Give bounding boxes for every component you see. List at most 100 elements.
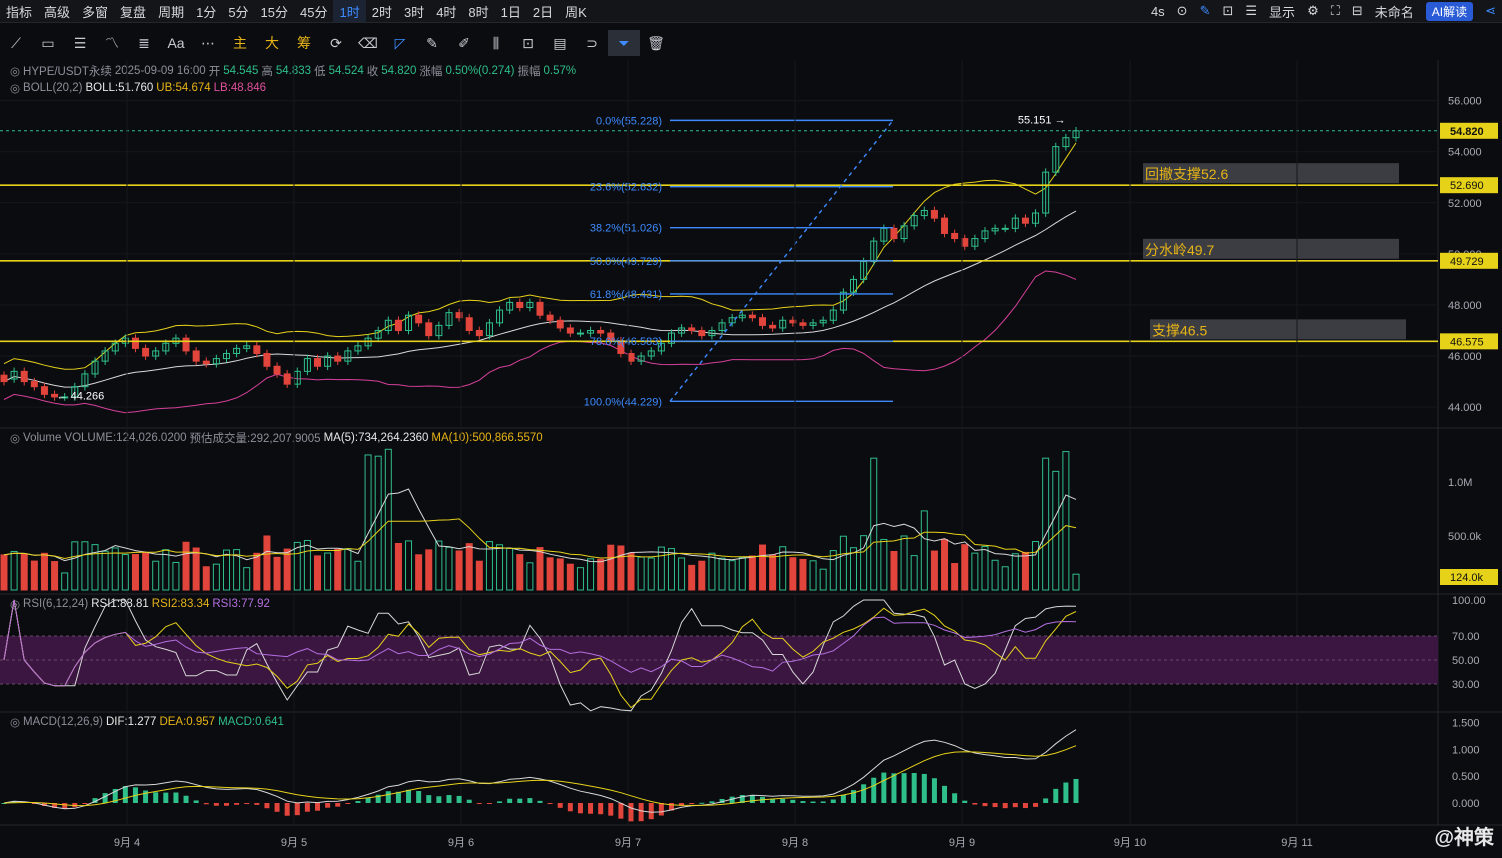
candle-body <box>688 327 696 332</box>
candle-style-icon[interactable]: ⫼ <box>492 34 500 51</box>
eraser-icon[interactable]: ⌫ <box>358 34 378 51</box>
candle-body <box>91 360 99 375</box>
volume-bar <box>121 554 129 591</box>
template-icon[interactable]: ▤ <box>553 34 567 51</box>
topbar-item-12[interactable]: 4时 <box>436 4 457 20</box>
topbar-item-9[interactable]: 1时 <box>333 0 366 22</box>
ai-interpret-button[interactable]: AI解读 <box>1425 1 1474 21</box>
candle-body <box>182 337 190 352</box>
macd-histogram-bar <box>62 803 68 809</box>
alert-icon[interactable]: ⊡ <box>1222 3 1234 18</box>
topbar-item-2[interactable]: 多窗 <box>82 4 109 20</box>
collapse-icon[interactable]: ◎ <box>10 83 21 95</box>
topbar-item-10[interactable]: 2时 <box>371 4 392 20</box>
candle-body <box>819 319 827 324</box>
list-icon[interactable]: ☰ <box>1245 3 1258 18</box>
macd-histogram-bar <box>1022 803 1028 809</box>
lock-icon[interactable]: ⊡ <box>522 34 534 51</box>
candle-body <box>101 350 109 362</box>
magnet-icon[interactable]: ⊃ <box>586 34 598 51</box>
topbar-item-3[interactable]: 复盘 <box>120 4 147 20</box>
topbar-item-15[interactable]: 2日 <box>532 4 554 20</box>
boll-name[interactable]: BOLL(20,2) <box>23 82 83 94</box>
volume-bar <box>941 539 949 591</box>
text-tool-button[interactable]: Aa <box>167 35 185 51</box>
topbar-item-14[interactable]: 1日 <box>500 4 521 20</box>
more-tools-icon[interactable]: ⋯ <box>201 34 215 51</box>
rsi-name[interactable]: RSI(6,12,24) <box>23 598 89 610</box>
candle-body <box>526 301 534 309</box>
volume-bar <box>890 551 898 591</box>
wave-icon[interactable]: 〽 <box>105 35 119 51</box>
candle-body <box>607 332 615 342</box>
visibility-icon[interactable]: ◎ <box>10 433 21 445</box>
macd-histogram-bar <box>52 803 58 808</box>
topbar-item-7[interactable]: 15分 <box>260 4 289 20</box>
display-button[interactable]: 显示 <box>1269 4 1296 20</box>
volume-bar <box>364 454 372 591</box>
big-order-button[interactable]: 大 <box>265 35 279 51</box>
filter-icon[interactable]: ⏷ <box>608 30 640 56</box>
rectangle-icon[interactable]: ▭ <box>41 34 55 51</box>
collapse-icon[interactable]: ◎ <box>10 717 21 729</box>
draw-icon[interactable]: ✎ <box>1199 3 1211 18</box>
topbar-item-6[interactable]: 5分 <box>228 4 249 20</box>
macd-histogram-bar <box>436 796 442 803</box>
main-force-button[interactable]: 主 <box>233 35 247 51</box>
trend-line-icon[interactable]: ⟋ <box>11 34 21 51</box>
brush-icon[interactable]: ✐ <box>458 34 470 51</box>
collapse-icon[interactable]: ◎ <box>10 599 21 611</box>
volume-bar <box>415 554 423 591</box>
candle-body <box>253 345 261 354</box>
volume-bar <box>951 563 959 591</box>
topbar-item-5[interactable]: 1分 <box>196 4 217 20</box>
trash-icon[interactable]: 🗑 <box>647 34 665 51</box>
gear-icon[interactable]: ⚙ <box>1307 3 1319 18</box>
drawing-toolbar: ⟋ ▭ ☰ 〽 ≣ Aa ⋯ 主 大 筹 ⟳ ⌫ ◸ ✎ ✐ ⫼ ⊡ ▤ ⊃ ⏷… <box>0 30 1502 56</box>
macd-histogram-bar <box>173 792 179 803</box>
topbar-item-4[interactable]: 周期 <box>158 4 185 20</box>
sync-icon[interactable]: ⟳ <box>330 34 342 51</box>
change-value: 0.50%(0.274) <box>445 65 515 77</box>
volume-bar <box>485 541 493 591</box>
boll-upper-line <box>3 142 1077 370</box>
topbar-item-13[interactable]: 8时 <box>468 4 489 20</box>
parallel-lines-icon[interactable]: ☰ <box>73 34 87 51</box>
refresh-interval[interactable]: 4s <box>1150 3 1165 19</box>
pencil-icon[interactable]: ✎ <box>426 34 438 51</box>
share-icon[interactable]: ⋖ <box>1485 3 1496 18</box>
volume-bar <box>40 552 48 591</box>
chips-button[interactable]: 筹 <box>297 35 311 51</box>
topbar-item-16[interactable]: 周K <box>565 4 587 20</box>
candle-body <box>172 337 180 344</box>
macd-histogram-bar <box>486 803 492 804</box>
topbar-item-11[interactable]: 3时 <box>403 4 425 20</box>
volume-bar <box>283 548 291 591</box>
topbar-item-0[interactable]: 指标 <box>6 4 33 20</box>
level-axis-label: 52.690 <box>1450 180 1484 192</box>
volume-bar <box>860 535 868 591</box>
topbar-item-8[interactable]: 45分 <box>300 4 328 20</box>
candle-body <box>991 227 999 232</box>
topbar-item-1[interactable]: 高级 <box>44 4 71 20</box>
fib-level-label: 50.0%(49.729) <box>590 256 662 268</box>
layout-icon[interactable]: ⊟ <box>1351 3 1363 18</box>
volume-name[interactable]: Volume <box>23 432 62 444</box>
volume-bar <box>425 549 433 591</box>
volume-bar <box>910 555 918 591</box>
macd-histogram-bar <box>1 803 7 804</box>
camera-icon[interactable]: ⊙ <box>1176 3 1188 18</box>
candle-body <box>516 301 524 309</box>
macd-histogram-bar <box>446 795 452 803</box>
select-icon[interactable]: ◸ <box>394 34 406 51</box>
fib-levels-icon[interactable]: ≣ <box>138 34 150 51</box>
volume-bar <box>334 548 342 591</box>
macd-histogram-bar <box>456 795 462 803</box>
candle-body <box>667 332 675 344</box>
macd-name[interactable]: MACD(12,26,9) <box>23 716 103 728</box>
candle-body <box>839 291 847 311</box>
layout-name[interactable]: 未命名 <box>1374 4 1414 20</box>
visibility-icon[interactable]: ◎ <box>10 66 21 78</box>
fullscreen-icon[interactable]: ⛶ <box>1330 3 1340 18</box>
